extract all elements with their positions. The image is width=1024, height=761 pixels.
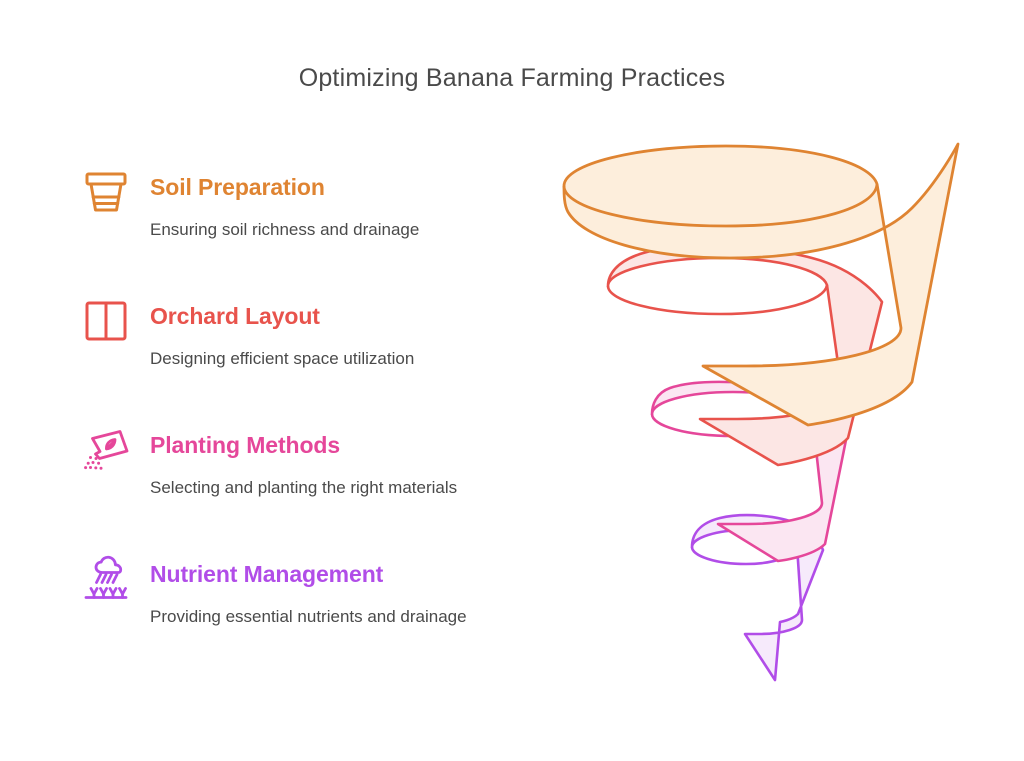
- plant-pot-icon: [80, 166, 132, 218]
- step-title: Planting Methods: [150, 432, 341, 458]
- spiral-funnel-diagram: [540, 120, 1010, 700]
- funnel-band-rim: [562, 183, 879, 228]
- step-title: Nutrient Management: [150, 561, 384, 587]
- funnel-band-rim: [606, 284, 829, 316]
- page-title: Optimizing Banana Farming Practices: [298, 64, 726, 92]
- funnel-band-soil-preparation: [562, 142, 960, 427]
- step-item-planting-methods[interactable]: Planting Methods Selecting and planting …: [80, 418, 550, 547]
- funnel-band-orchard-layout: [606, 244, 884, 467]
- step-item-orchard-layout[interactable]: Orchard Layout Designing efficient space…: [80, 289, 550, 418]
- funnel-band-path: [562, 142, 960, 427]
- step-description: Providing essential nutrients and draina…: [150, 607, 467, 626]
- seed-packet-icon: [80, 424, 132, 476]
- funnel-band-path: [606, 244, 884, 467]
- step-title: Soil Preparation: [150, 174, 325, 200]
- step-description: Ensuring soil richness and drainage: [150, 220, 420, 239]
- step-item-soil-preparation[interactable]: Soil Preparation Ensuring soil richness …: [80, 160, 550, 289]
- steps-list: Soil Preparation Ensuring soil richness …: [80, 160, 550, 676]
- step-description: Designing efficient space utilization: [150, 349, 415, 368]
- rain-cloud-sprouts-icon: [80, 553, 132, 605]
- step-title: Orchard Layout: [150, 303, 320, 329]
- layout-columns-icon: [80, 295, 132, 347]
- step-item-nutrient-management[interactable]: Nutrient Management Providing essential …: [80, 547, 550, 676]
- step-description: Selecting and planting the right materia…: [150, 478, 458, 497]
